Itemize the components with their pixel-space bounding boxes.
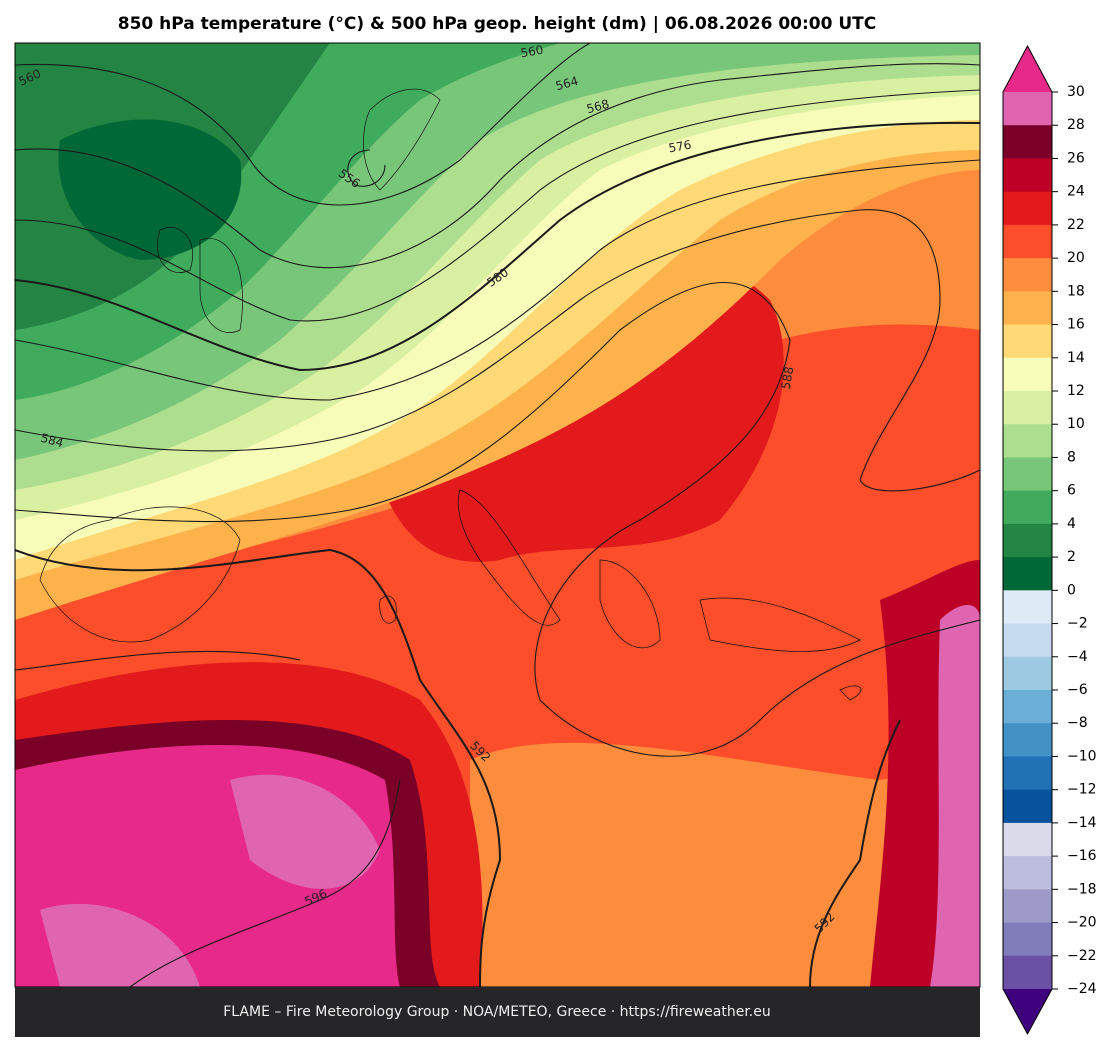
- colorbar-tick-label: −4: [1067, 649, 1088, 665]
- contour-label: 564: [554, 74, 580, 93]
- map: 560 560 564 568 576 556 580 584 588 592 …: [15, 43, 980, 987]
- colorbar-swatch: [1003, 955, 1052, 990]
- colorbar-tick-label: 10: [1067, 416, 1085, 432]
- colorbar-swatch: [1003, 224, 1052, 259]
- colorbar-swatch: [1003, 357, 1052, 392]
- colorbar: 302826242220181614121086420−2−4−6−8−10−1…: [1002, 44, 1097, 1036]
- colorbar-tick-label: −22: [1067, 948, 1097, 964]
- colorbar-swatch: [1003, 158, 1052, 193]
- colorbar-swatch: [1003, 789, 1052, 824]
- colorbar-swatch: [1003, 922, 1052, 957]
- contour-line: [809, 719, 901, 987]
- contour-label: 584: [39, 431, 65, 450]
- colorbar-swatch: [1003, 191, 1052, 226]
- contour-line: [15, 159, 980, 401]
- colorbar-swatch: [1003, 822, 1052, 857]
- colorbar-tick-label: 24: [1067, 184, 1085, 200]
- colorbar-tick-label: 16: [1067, 317, 1085, 333]
- contour-line: [15, 650, 301, 671]
- colorbar-tick-label: −10: [1067, 748, 1097, 764]
- contour-label: 576: [667, 138, 692, 156]
- colorbar-tick-label: 30: [1067, 84, 1085, 100]
- contour-line: [15, 281, 980, 757]
- colorbar-tick-label: −8: [1067, 715, 1088, 731]
- contour-line: [15, 63, 980, 269]
- contour-line: [347, 149, 386, 187]
- contour-label: 568: [585, 97, 611, 116]
- colorbar-tick-label: 14: [1067, 350, 1085, 366]
- colorbar-swatch: [1003, 125, 1052, 159]
- colorbar-swatch: [1003, 258, 1052, 292]
- contour-label: 560: [519, 43, 544, 61]
- colorbar-tick-label: −18: [1067, 881, 1097, 897]
- colorbar-swatch: [1003, 490, 1052, 525]
- colorbar-swatch: [1003, 590, 1052, 625]
- colorbar-swatch: [1003, 523, 1052, 558]
- temp-area: [930, 605, 980, 987]
- footer-text: FLAME – Fire Meteorology Group · NOA/MET…: [223, 1004, 771, 1020]
- colorbar-swatch: [1003, 656, 1052, 691]
- temp-area: [40, 774, 380, 987]
- colorbar-swatch: [1003, 324, 1052, 359]
- colorbar-tick-label: 0: [1067, 582, 1076, 598]
- title: 850 hPa temperature (°C) & 500 hPa geop.…: [118, 14, 877, 34]
- colorbar-swatch: [1003, 291, 1052, 326]
- colorbar-tick-label: −16: [1067, 848, 1097, 864]
- colorbar-swatch: [1003, 723, 1052, 757]
- colorbar-tick-label: 18: [1067, 283, 1085, 299]
- coastline: [39, 88, 862, 701]
- colorbar-tick-label: −2: [1067, 616, 1088, 632]
- colorbar-tick-label: −24: [1067, 981, 1097, 997]
- colorbar-tick-label: 12: [1067, 383, 1085, 399]
- colorbar-tick-label: 22: [1067, 217, 1085, 233]
- contour-line: [15, 209, 980, 492]
- colorbar-swatch: [1003, 557, 1052, 591]
- colorbar-tick-label: −12: [1067, 782, 1097, 798]
- contour-line: [15, 43, 591, 206]
- contour-line: [15, 89, 980, 322]
- colorbar-tick-label: −6: [1067, 682, 1088, 698]
- colorbar-swatch: [1003, 756, 1052, 791]
- colorbar-tick-label: 8: [1067, 449, 1076, 465]
- colorbar-tick-label: 26: [1067, 150, 1085, 166]
- colorbar-swatch: [1003, 690, 1052, 724]
- colorbar-tick-label: 2: [1067, 549, 1076, 565]
- colorbar-swatch: [1003, 889, 1052, 924]
- temp-area: [516, 799, 880, 987]
- colorbar-swatch: [1003, 424, 1052, 458]
- colorbar-tick-label: 6: [1067, 483, 1076, 499]
- colorbar-tick-label: 20: [1067, 250, 1085, 266]
- colorbar-swatch: [1003, 391, 1052, 425]
- temp-area: [58, 119, 242, 260]
- colorbar-swatch: [1003, 623, 1052, 658]
- contour-line: [15, 548, 502, 987]
- footer-bar: [15, 987, 980, 1037]
- contour-line: [129, 779, 401, 987]
- colorbar-tick-label: 28: [1067, 117, 1085, 133]
- colorbar-tick-label: −20: [1067, 915, 1097, 931]
- contour-line: [15, 121, 980, 372]
- colorbar-tick-label: −14: [1067, 815, 1097, 831]
- colorbar-swatch: [1003, 856, 1052, 890]
- colorbar-swatch: [1003, 457, 1052, 492]
- contour-label: 588: [779, 365, 797, 390]
- colorbar-extend-top: [1003, 46, 1052, 92]
- colorbar-swatch: [1003, 92, 1052, 126]
- colorbar-extend-bottom: [1003, 989, 1052, 1034]
- colorbar-tick-label: 4: [1067, 516, 1076, 532]
